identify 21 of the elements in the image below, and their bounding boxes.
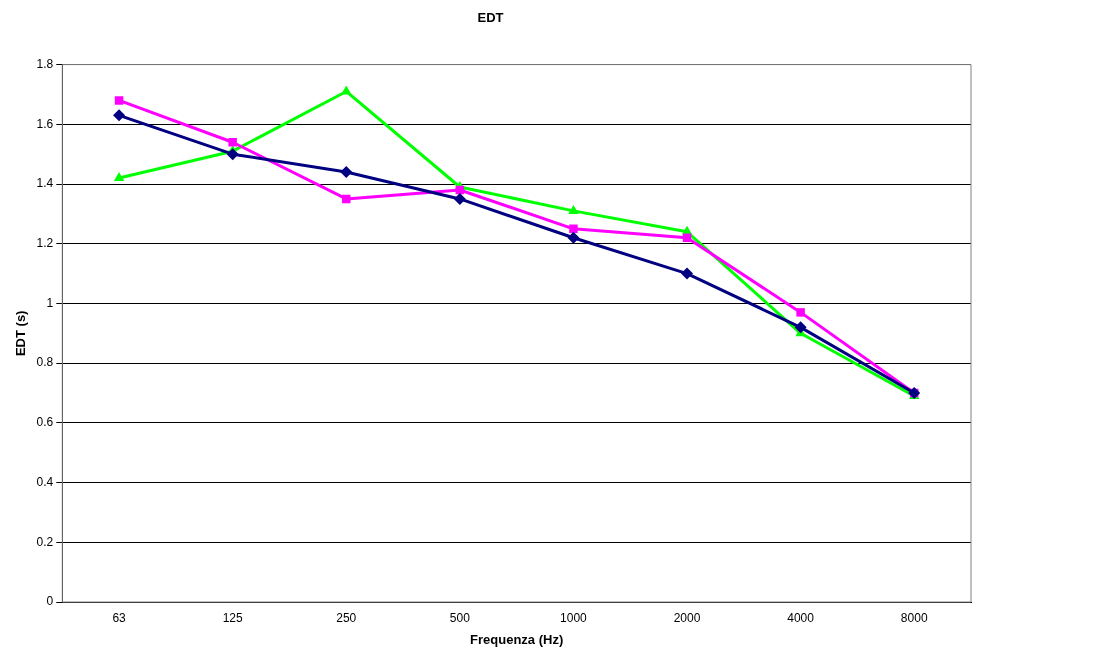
x-tick-label: 8000 — [900, 610, 928, 625]
x-tick-label: 4000 — [787, 610, 815, 625]
y-tick-label: 1.8 — [36, 56, 54, 71]
y-tick-label: 1.2 — [36, 236, 54, 251]
x-tick-label: 63 — [112, 610, 127, 625]
x-tick-label: 125 — [222, 610, 243, 625]
y-tick-label: 0.8 — [36, 355, 54, 370]
y-tick-label: 1.4 — [36, 176, 54, 191]
x-tick-label: 500 — [449, 610, 471, 625]
chart-title: EDT — [477, 10, 504, 26]
y-tick-label: 1 — [46, 295, 54, 310]
x-tick-label: 250 — [336, 610, 357, 625]
y-tick-label: 0 — [46, 594, 54, 609]
y-tick-label: 1.6 — [36, 116, 54, 131]
x-tick-label: 1000 — [560, 610, 588, 625]
y-tick-label: 0.6 — [36, 415, 54, 430]
x-tick-label: 2000 — [673, 610, 701, 625]
x-axis-title: Frequenza (Hz) — [470, 631, 564, 647]
y-tick-label: 0.4 — [36, 474, 54, 489]
y-axis-title: EDT (s) — [13, 310, 29, 357]
y-tick-label: 0.2 — [36, 534, 54, 549]
